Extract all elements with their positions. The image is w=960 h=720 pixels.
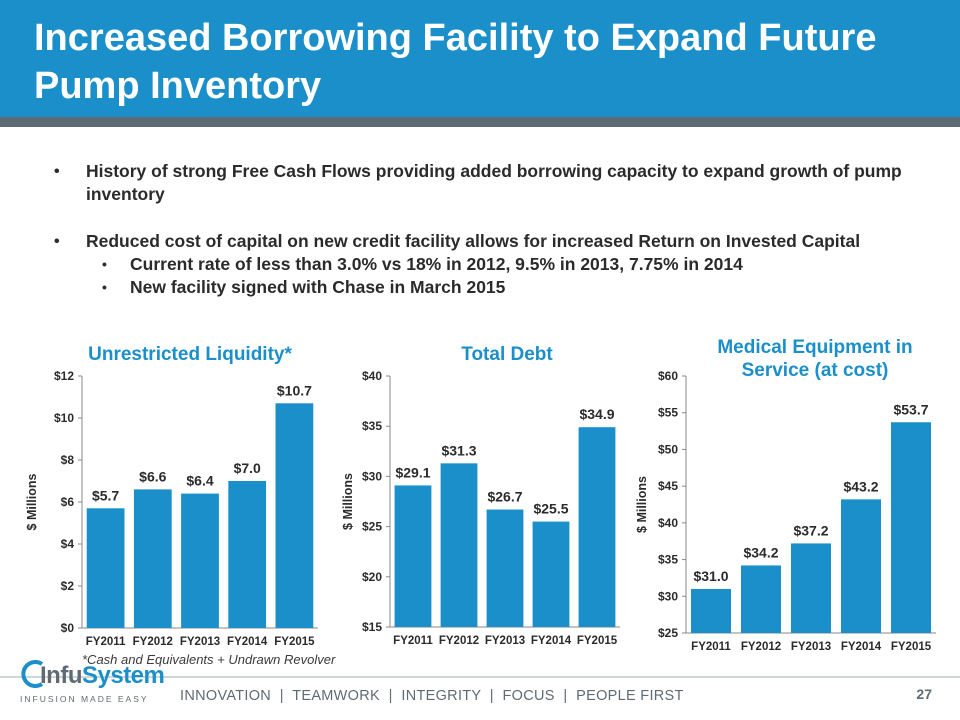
x-tick-label: FY2014 (531, 635, 572, 647)
x-tick-label: FY2014 (841, 641, 882, 653)
bullet-item: • Reduced cost of capital on new credit … (50, 230, 930, 253)
bullet-item: • History of strong Free Cash Flows prov… (50, 160, 930, 206)
y-tick-label: $55 (658, 406, 678, 420)
page-number: 27 (916, 686, 932, 702)
x-tick-label: FY2012 (439, 635, 479, 647)
footnote: *Cash and Equivalents + Undrawn Revolver (82, 652, 336, 667)
y-axis-label: $ Millions (635, 476, 649, 533)
bullet-text: Reduced cost of capital on new credit fa… (86, 231, 861, 251)
y-tick-label: $30 (658, 589, 678, 603)
x-tick-label: FY2011 (393, 635, 433, 647)
logo-tagline: INFUSION MADE EASY (20, 694, 149, 704)
bar (228, 481, 267, 628)
y-tick-label: $6 (61, 495, 75, 509)
chart-title-debt: Total Debt (461, 344, 553, 365)
bar (691, 588, 731, 633)
bullet-list: • History of strong Free Cash Flows prov… (50, 160, 930, 299)
y-tick-label: $40 (362, 369, 382, 383)
y-tick-label: $12 (54, 369, 74, 383)
y-tick-label: $35 (362, 419, 382, 433)
y-tick-label: $25 (658, 626, 678, 640)
data-label: $34.9 (579, 406, 614, 422)
bar (741, 565, 781, 633)
bar (394, 485, 432, 627)
x-tick-label: FY2015 (577, 635, 618, 647)
bar (578, 427, 616, 627)
x-tick-label: FY2012 (741, 641, 781, 653)
logo-name: InfuSystem (40, 662, 165, 689)
bar (440, 463, 478, 627)
data-label: $34.2 (743, 544, 778, 560)
bullet-dot-icon: • (102, 279, 107, 295)
sub-bullet-item: • Current rate of less than 3.0% vs 18% … (50, 253, 930, 276)
data-label: $26.7 (487, 489, 522, 505)
x-tick-label: FY2011 (86, 636, 126, 648)
y-tick-label: $20 (362, 570, 382, 584)
x-tick-label: FY2013 (180, 636, 220, 648)
bullet-dot-icon: • (54, 233, 60, 250)
x-tick-label: FY2011 (691, 641, 731, 653)
y-tick-label: $40 (658, 516, 678, 530)
y-tick-label: $2 (61, 579, 75, 593)
x-tick-label: FY2015 (274, 636, 315, 648)
slide-title: Increased Borrowing Facility to Expand F… (34, 17, 877, 107)
header-bar (0, 0, 960, 117)
company-logo: InfuSystem INFUSION MADE EASY (14, 658, 165, 708)
y-tick-label: $60 (658, 369, 678, 383)
footer-tagline: INNOVATION | TEAMWORK | INTEGRITY | FOCU… (180, 688, 684, 704)
x-tick-label: FY2013 (791, 641, 831, 653)
y-tick-label: $35 (658, 553, 678, 567)
data-label: $31.3 (441, 442, 476, 458)
y-axis-label: $ Millions (25, 473, 39, 530)
y-tick-label: $30 (362, 469, 382, 483)
header-stripe (0, 117, 960, 127)
y-tick-label: $4 (61, 537, 75, 551)
data-label: $25.5 (533, 501, 568, 517)
chart-title-liquidity: Unrestricted Liquidity* (88, 344, 292, 365)
bullet-text: History of strong Free Cash Flows provid… (86, 161, 902, 204)
y-tick-label: $10 (54, 411, 74, 425)
data-label: $53.7 (893, 401, 928, 417)
data-label: $7.0 (234, 460, 261, 476)
logo-mark-icon (21, 660, 44, 688)
chart-title-equipment: Medical Equipment in Service (at cost) (717, 337, 913, 381)
bar (275, 403, 314, 628)
bar (841, 499, 881, 633)
x-tick-label: FY2014 (227, 636, 268, 648)
data-label: $10.7 (277, 382, 312, 398)
bar (86, 508, 125, 628)
data-label: $29.1 (395, 464, 430, 480)
y-tick-label: $8 (61, 453, 75, 467)
bar (891, 422, 931, 633)
x-tick-label: FY2015 (891, 641, 932, 653)
data-label: $6.4 (186, 473, 213, 489)
data-label: $31.0 (693, 568, 728, 584)
bar (133, 489, 172, 628)
data-label: $37.2 (793, 522, 828, 538)
data-label: $43.2 (843, 478, 878, 494)
bar (791, 543, 831, 633)
y-tick-label: $0 (61, 621, 75, 635)
y-axis-label: $ Millions (341, 473, 355, 530)
data-label: $6.6 (139, 468, 166, 484)
y-tick-label: $25 (362, 520, 382, 534)
data-label: $5.7 (92, 487, 119, 503)
bar (181, 493, 219, 628)
bar (532, 521, 570, 627)
footer-divider (0, 676, 960, 678)
bar (486, 509, 524, 627)
x-tick-label: FY2013 (485, 635, 525, 647)
y-tick-label: $50 (658, 442, 678, 456)
bullet-dot-icon: • (102, 256, 107, 272)
y-tick-label: $45 (658, 479, 678, 493)
y-tick-label: $15 (362, 620, 382, 634)
x-tick-label: FY2012 (133, 636, 173, 648)
sub-bullet-item: • New facility signed with Chase in Marc… (50, 276, 930, 299)
bullet-dot-icon: • (54, 163, 60, 180)
sub-bullet-text: Current rate of less than 3.0% vs 18% in… (130, 254, 743, 274)
sub-bullet-text: New facility signed with Chase in March … (130, 277, 506, 297)
